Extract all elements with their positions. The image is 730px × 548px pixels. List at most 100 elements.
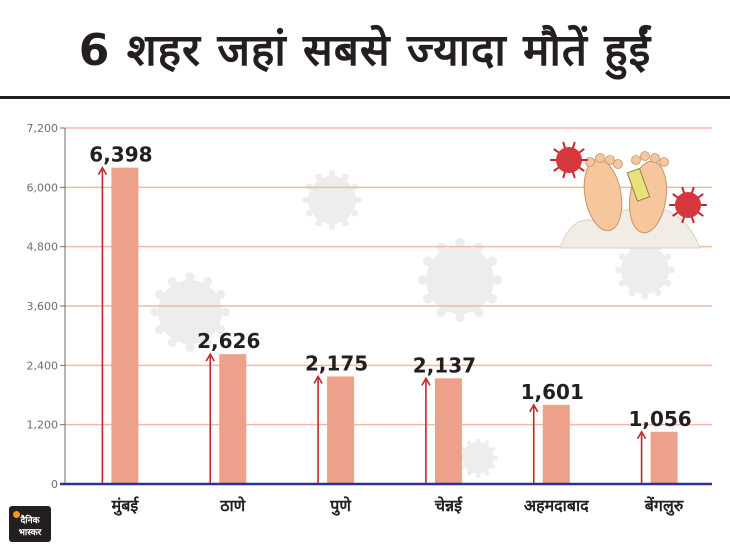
- logo-line2: भास्कर: [18, 528, 42, 538]
- virus-spike: [315, 173, 323, 181]
- virus-spike: [475, 438, 481, 443]
- virus-spike: [473, 242, 484, 253]
- x-tick-label: अहमदाबाद: [524, 496, 589, 515]
- virus-spike: [355, 196, 362, 204]
- toe-icon: [631, 155, 641, 165]
- virus-spike: [302, 196, 309, 204]
- bar: [327, 376, 355, 484]
- virus-decoration-icon: [458, 438, 498, 478]
- virus-spike: [150, 307, 160, 317]
- virus-spike: [654, 289, 662, 297]
- arrow-head-icon: [313, 374, 323, 384]
- y-tick-label: 1,200: [27, 419, 59, 432]
- virus-spike: [466, 471, 472, 476]
- arrow-head-icon: [205, 352, 215, 362]
- y-tick-label: 0: [51, 478, 58, 491]
- virus-spike: [436, 242, 447, 253]
- bars: 6,398 2,626 2,175 2,137 1,601 1,056: [89, 143, 692, 484]
- x-tick-label: मुंबई: [111, 496, 140, 516]
- virus-body: [426, 246, 494, 314]
- bar-group: 6,398: [89, 143, 153, 484]
- virus-spike: [455, 237, 465, 248]
- dainik-bhaskar-logo: दैनिक भास्कर: [9, 506, 51, 542]
- x-tick-label: ठाणे: [219, 496, 246, 515]
- virus-spike: [487, 293, 498, 304]
- virus-spike: [328, 223, 336, 230]
- virus-body: [675, 192, 701, 218]
- virus-decoration-icon: [302, 170, 362, 230]
- toe-icon: [613, 159, 623, 169]
- red-virus-icon: [550, 141, 588, 179]
- virus-spike: [487, 256, 498, 267]
- virus-spike: [216, 325, 225, 335]
- virus-spike: [341, 173, 349, 181]
- arrow-head-icon: [421, 376, 431, 386]
- bar-group: 1,056: [628, 407, 692, 484]
- data-label: 2,137: [413, 353, 476, 377]
- virus-decoration-icon: [417, 237, 503, 323]
- virus-spike: [664, 253, 672, 261]
- x-axis: मुंबई ठाणे पुणे चेन्नई अहमदाबाद बेंगलुरु: [60, 482, 712, 516]
- virus-spike: [315, 219, 323, 227]
- virus-spike: [491, 464, 496, 470]
- virus-body: [621, 246, 669, 294]
- y-tick-label: 2,400: [27, 359, 59, 372]
- toe-icon: [640, 151, 650, 161]
- bar-group: 2,626: [197, 329, 260, 484]
- virus-body: [308, 176, 356, 224]
- toe-icon: [605, 155, 615, 165]
- bar: [219, 354, 247, 484]
- virus-spike: [305, 209, 313, 217]
- bar: [434, 378, 462, 484]
- x-tick-label: बेंगलुरु: [644, 496, 685, 516]
- virus-spike: [185, 342, 195, 352]
- virus-spike: [155, 289, 164, 299]
- virus-body: [158, 280, 222, 344]
- virus-spike: [641, 293, 649, 300]
- virus-spike: [436, 307, 447, 318]
- virus-spike: [351, 209, 359, 217]
- logo-line1: दैनिक: [20, 516, 40, 526]
- virus-spike: [664, 279, 672, 287]
- virus-spike: [492, 275, 503, 285]
- virus-decoration-icon: [615, 240, 675, 300]
- virus-spike: [167, 277, 177, 286]
- virus-spike: [473, 307, 484, 318]
- toe-tag-icon: [626, 167, 651, 202]
- virus-spike: [167, 338, 177, 347]
- y-axis: 0 1,200 2,400 3,600 4,800 6,000 7,200: [27, 122, 66, 491]
- virus-spike: [203, 338, 213, 347]
- bar-group: 1,601: [521, 380, 584, 484]
- virus-spike: [417, 275, 428, 285]
- virus-body: [462, 442, 494, 474]
- data-label: 1,601: [521, 380, 584, 404]
- virus-spike: [491, 446, 496, 452]
- feet-illustration: [550, 141, 707, 249]
- bar-group: 2,175: [305, 351, 368, 484]
- virus-spike: [422, 256, 433, 267]
- x-tick-label: पुणे: [329, 496, 352, 516]
- data-label: 2,175: [305, 351, 368, 375]
- data-label: 6,398: [89, 143, 152, 167]
- virus-spike: [216, 289, 225, 299]
- virus-spike: [618, 279, 626, 287]
- virus-spike: [185, 272, 195, 282]
- virus-spike: [328, 170, 336, 177]
- virus-spike: [493, 455, 498, 461]
- bar-chart: 0 1,200 2,400 3,600 4,800 6,000 7,200 6,398 2,6…: [27, 122, 712, 516]
- bar: [542, 404, 570, 484]
- virus-decoration-icon: [150, 272, 230, 352]
- toe-icon: [659, 157, 669, 167]
- y-tick-label: 7,200: [27, 122, 59, 135]
- virus-spike: [422, 293, 433, 304]
- virus-spike: [475, 473, 481, 478]
- toe-icon: [650, 153, 660, 163]
- virus-spike: [484, 440, 490, 445]
- data-label: 2,626: [197, 329, 260, 353]
- virus-spike: [220, 307, 230, 317]
- toe-icon: [585, 157, 595, 167]
- gridlines: [65, 127, 712, 426]
- y-tick-label: 6,000: [27, 181, 59, 194]
- arrow-head-icon: [636, 430, 647, 440]
- virus-spike: [484, 471, 490, 476]
